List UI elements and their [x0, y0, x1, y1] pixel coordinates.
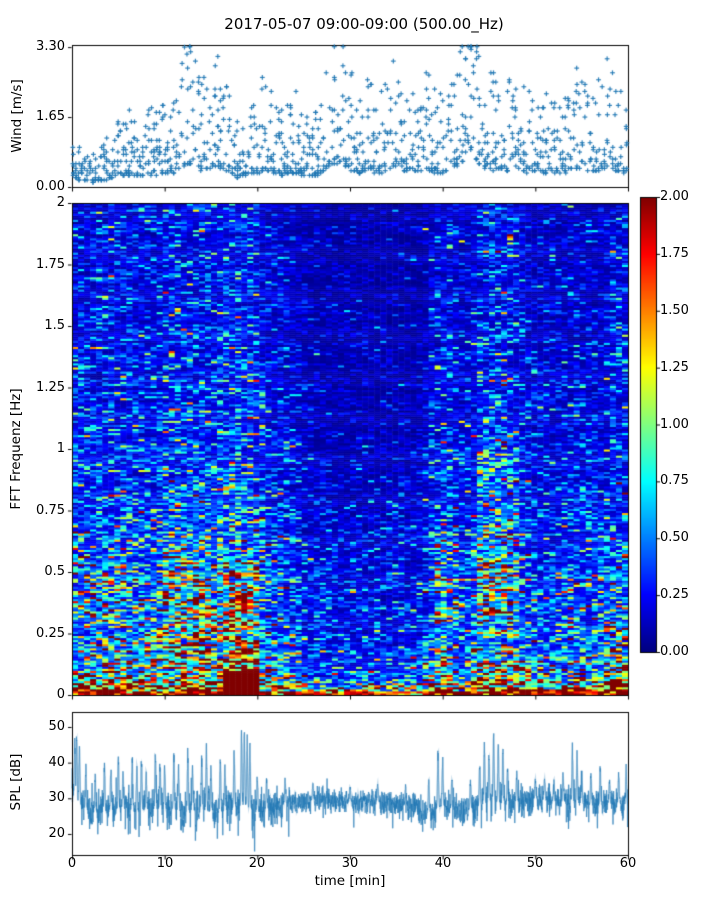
xtick-label-0: 0 — [67, 856, 77, 871]
cbar-tick-label-8: 2.00 — [660, 189, 689, 204]
wind-ytick-label-0: 0.00 — [36, 179, 65, 194]
spl-ytick-label-1: 30 — [48, 790, 65, 805]
wind-ytick-label-2: 3.30 — [36, 39, 65, 54]
cbar-tick-label-4: 1.00 — [660, 417, 689, 432]
xtick-label-2: 20 — [248, 856, 266, 871]
spl-ytick-label-0: 20 — [48, 826, 65, 841]
spec-ytick-label-7: 1.75 — [36, 257, 65, 272]
spl-line-plot — [60, 700, 640, 868]
spec-ytick-label-6: 1.5 — [44, 318, 65, 333]
spec-ytick-label-2: 0.5 — [44, 564, 65, 579]
figure-title: 2017-05-07 09:00-09:00 (500.00_Hz) — [224, 15, 504, 33]
spec-ytick-label-4: 1 — [56, 441, 65, 456]
wind-y-axis-label: Wind [m/s] — [9, 79, 25, 153]
cbar-tick-label-3: 0.75 — [660, 473, 689, 488]
spectrogram-heatmap — [60, 191, 640, 707]
spl-y-axis-label: SPL [dB] — [8, 753, 24, 811]
spl-ytick-label-3: 50 — [48, 719, 65, 734]
cbar-tick-label-5: 1.25 — [660, 360, 689, 375]
cbar-tick-label-1: 0.25 — [660, 587, 689, 602]
xtick-label-5: 50 — [526, 856, 544, 871]
fft-y-axis-label: FFT Frequenz [Hz] — [8, 388, 24, 510]
xtick-label-3: 30 — [341, 856, 359, 871]
x-axis-label: time [min] — [314, 873, 386, 889]
wind-ytick-label-1: 1.65 — [36, 109, 65, 124]
wind-scatter-plot — [60, 33, 640, 199]
cbar-tick-label-0: 0.00 — [660, 644, 689, 659]
spl-ytick-label-2: 40 — [48, 755, 65, 770]
colorbar — [634, 191, 668, 664]
spec-ytick-label-3: 0.75 — [36, 503, 65, 518]
xtick-label-1: 10 — [156, 856, 174, 871]
xtick-label-4: 40 — [434, 856, 452, 871]
spec-ytick-label-5: 1.25 — [36, 380, 65, 395]
cbar-tick-label-7: 1.75 — [660, 246, 689, 261]
xtick-label-6: 60 — [619, 856, 637, 871]
spec-ytick-label-0: 0 — [56, 687, 65, 702]
cbar-tick-label-2: 0.50 — [660, 530, 689, 545]
cbar-tick-label-6: 1.50 — [660, 303, 689, 318]
spec-ytick-label-1: 0.25 — [36, 626, 65, 641]
spec-ytick-label-8: 2 — [56, 195, 65, 210]
